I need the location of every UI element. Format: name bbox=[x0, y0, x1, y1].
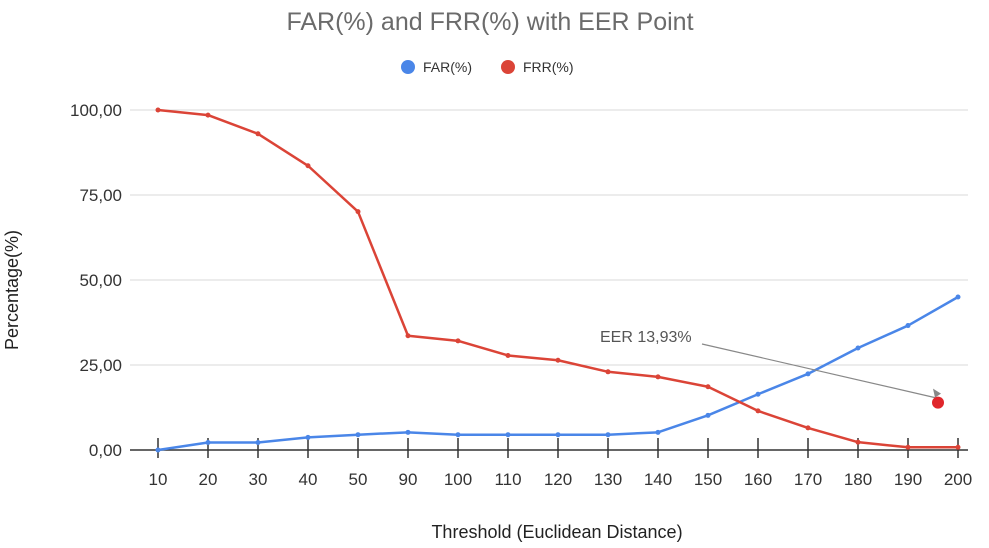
data-point-far bbox=[455, 432, 461, 438]
x-tick-label: 180 bbox=[844, 470, 872, 489]
legend-marker-frr bbox=[501, 60, 515, 74]
x-tick-label: 50 bbox=[349, 470, 368, 489]
eer-leader-line bbox=[701, 343, 936, 399]
legend-label-frr: FRR(%) bbox=[523, 59, 574, 75]
legend: FAR(%) FRR(%) bbox=[401, 59, 574, 75]
data-point-far bbox=[155, 447, 161, 453]
data-point-frr bbox=[655, 374, 661, 380]
chart-title: FAR(%) and FRR(%) with EER Point bbox=[286, 8, 693, 36]
x-tick-label: 90 bbox=[399, 470, 418, 489]
x-tick-label: 160 bbox=[744, 470, 772, 489]
eer-annotation: EER 13,93% bbox=[600, 329, 944, 409]
data-point-frr bbox=[805, 425, 811, 431]
x-tick-label: 150 bbox=[694, 470, 722, 489]
data-point-frr bbox=[555, 357, 561, 363]
data-point-far bbox=[805, 371, 811, 377]
x-axis-ticks: 10 20 30 40 50 90 100 110 120 130 140 150 160 170 180 1… bbox=[149, 438, 972, 489]
eer-arrowhead bbox=[933, 388, 941, 398]
data-point-far bbox=[555, 432, 561, 438]
eer-label: EER 13,93% bbox=[600, 329, 692, 346]
y-tick-label: 25,00 bbox=[79, 356, 122, 375]
data-point-far bbox=[505, 432, 511, 438]
gridlines bbox=[130, 109, 968, 451]
x-tick-label: 20 bbox=[199, 470, 218, 489]
data-point-far bbox=[355, 432, 361, 438]
x-tick-label: 190 bbox=[894, 470, 922, 489]
y-axis-ticks: 0,00 25,00 50,00 75,00 100,00 bbox=[70, 101, 122, 460]
data-point-frr bbox=[455, 338, 461, 344]
y-tick-label: 100,00 bbox=[70, 101, 122, 120]
data-point-frr bbox=[355, 209, 361, 215]
data-point-frr bbox=[955, 444, 961, 450]
data-point-far bbox=[605, 432, 611, 438]
series-lines bbox=[155, 107, 961, 453]
x-tick-label: 30 bbox=[249, 470, 268, 489]
x-tick-label: 40 bbox=[299, 470, 318, 489]
data-point-frr bbox=[305, 163, 311, 169]
data-point-far bbox=[655, 429, 661, 435]
x-tick-label: 130 bbox=[594, 470, 622, 489]
data-point-frr bbox=[755, 408, 761, 414]
x-tick-label: 120 bbox=[544, 470, 572, 489]
data-point-far bbox=[955, 294, 961, 300]
x-tick-label: 10 bbox=[149, 470, 168, 489]
x-tick-label: 100 bbox=[444, 470, 472, 489]
y-axis-label: Percentage(%) bbox=[2, 230, 22, 350]
data-point-frr bbox=[855, 439, 861, 445]
eer-point bbox=[932, 396, 944, 409]
data-point-frr bbox=[505, 352, 511, 358]
y-tick-label: 50,00 bbox=[79, 271, 122, 290]
data-point-frr bbox=[205, 112, 211, 118]
series-line-frr bbox=[157, 108, 958, 449]
y-tick-label: 75,00 bbox=[79, 186, 122, 205]
data-point-far bbox=[855, 345, 861, 351]
x-axis-label: Threshold (Euclidean Distance) bbox=[431, 522, 682, 542]
x-tick-label: 140 bbox=[644, 470, 672, 489]
data-point-frr bbox=[605, 369, 611, 375]
data-point-frr bbox=[405, 333, 411, 339]
data-point-far bbox=[705, 412, 711, 418]
data-point-far bbox=[755, 391, 761, 397]
data-point-frr bbox=[255, 131, 261, 137]
data-point-far bbox=[205, 440, 211, 446]
data-point-frr bbox=[155, 107, 161, 113]
x-tick-label: 170 bbox=[794, 470, 822, 489]
data-point-frr bbox=[705, 384, 711, 390]
data-point-far bbox=[905, 323, 911, 329]
data-point-far bbox=[405, 429, 411, 435]
legend-marker-far bbox=[401, 60, 415, 74]
y-tick-label: 0,00 bbox=[89, 441, 122, 460]
data-point-frr bbox=[905, 444, 911, 450]
data-point-far bbox=[255, 440, 261, 446]
x-tick-label: 200 bbox=[944, 470, 972, 489]
legend-label-far: FAR(%) bbox=[423, 59, 472, 75]
series-line-far bbox=[157, 295, 959, 452]
x-tick-label: 110 bbox=[494, 470, 521, 489]
data-point-far bbox=[305, 434, 311, 440]
